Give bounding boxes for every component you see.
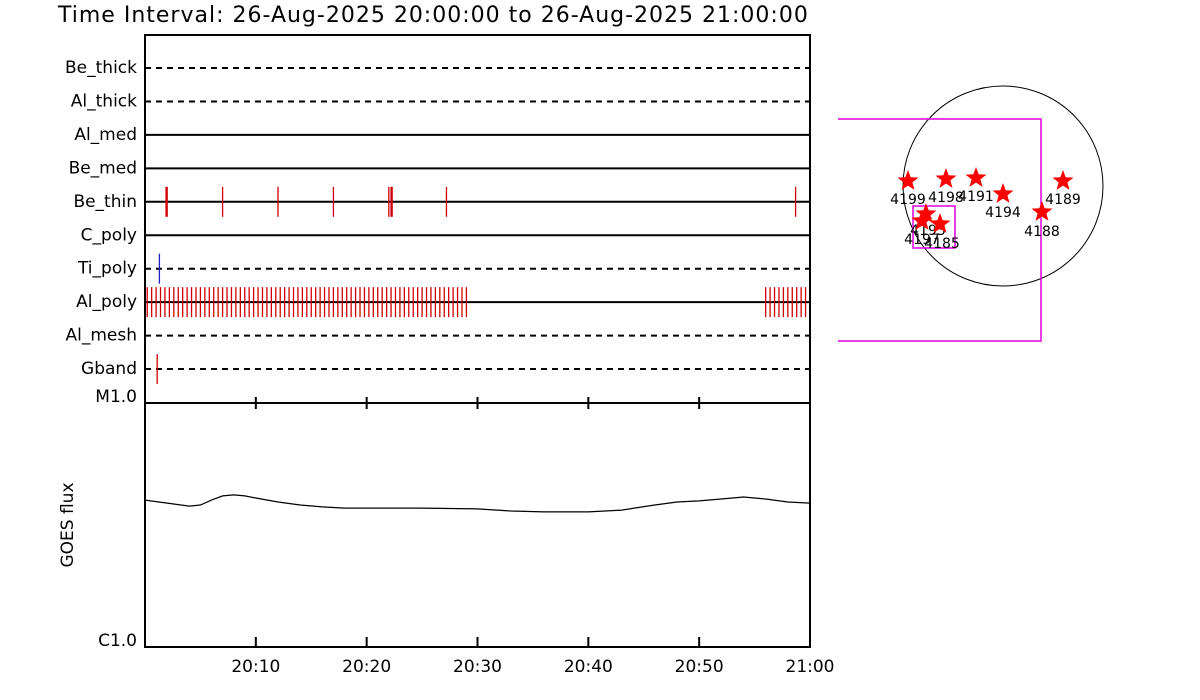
region-star [915, 203, 937, 223]
row-label: Be_thick [65, 58, 137, 78]
row-label: Be_thin [73, 192, 137, 212]
row-label: Al_mesh [65, 326, 137, 346]
region-label: 4189 [1045, 192, 1081, 208]
region-star [935, 168, 957, 188]
x-tick-label: 20:50 [675, 657, 724, 677]
x-tick-label: 21:00 [786, 657, 835, 677]
region-label: 4194 [985, 205, 1021, 221]
region-label: 4188 [1024, 224, 1060, 240]
fov-small [912, 205, 956, 249]
panel-frame [144, 402, 811, 648]
row-label: Gband [81, 359, 137, 379]
y-tick-label: C1.0 [98, 631, 137, 651]
row-label: Al_thick [71, 91, 137, 111]
region-label: 4185 [924, 236, 960, 252]
x-tick-label: 20:10 [231, 657, 280, 677]
region-star [1031, 201, 1053, 221]
region-star [911, 210, 933, 230]
region-label: 4197 [904, 232, 940, 248]
x-tick-label: 20:30 [453, 657, 502, 677]
region-label: 4199 [890, 192, 926, 208]
row-label: Be_med [69, 158, 137, 178]
region-star [992, 183, 1014, 203]
fov-box [838, 118, 1042, 342]
region-label: 4198 [928, 190, 964, 206]
x-tick-label: 20:20 [342, 657, 391, 677]
region-star [965, 167, 987, 187]
y-axis-label: GOES flux [58, 482, 78, 567]
region-star [929, 213, 951, 233]
title: Time Interval: 26-Aug-2025 20:00:00 to 2… [57, 3, 809, 28]
row-label: Al_poly [76, 292, 137, 312]
y-tick-label: M1.0 [95, 387, 137, 407]
x-tick-label: 20:40 [564, 657, 613, 677]
region-star [897, 170, 919, 190]
region-label: 4191 [958, 189, 994, 205]
row-label: Al_med [74, 125, 137, 145]
goes-curve [144, 494, 811, 513]
region-star [1052, 170, 1074, 190]
panel-frame [144, 34, 811, 404]
row-label: Ti_poly [77, 259, 137, 279]
row-label: C_poly [81, 225, 137, 245]
